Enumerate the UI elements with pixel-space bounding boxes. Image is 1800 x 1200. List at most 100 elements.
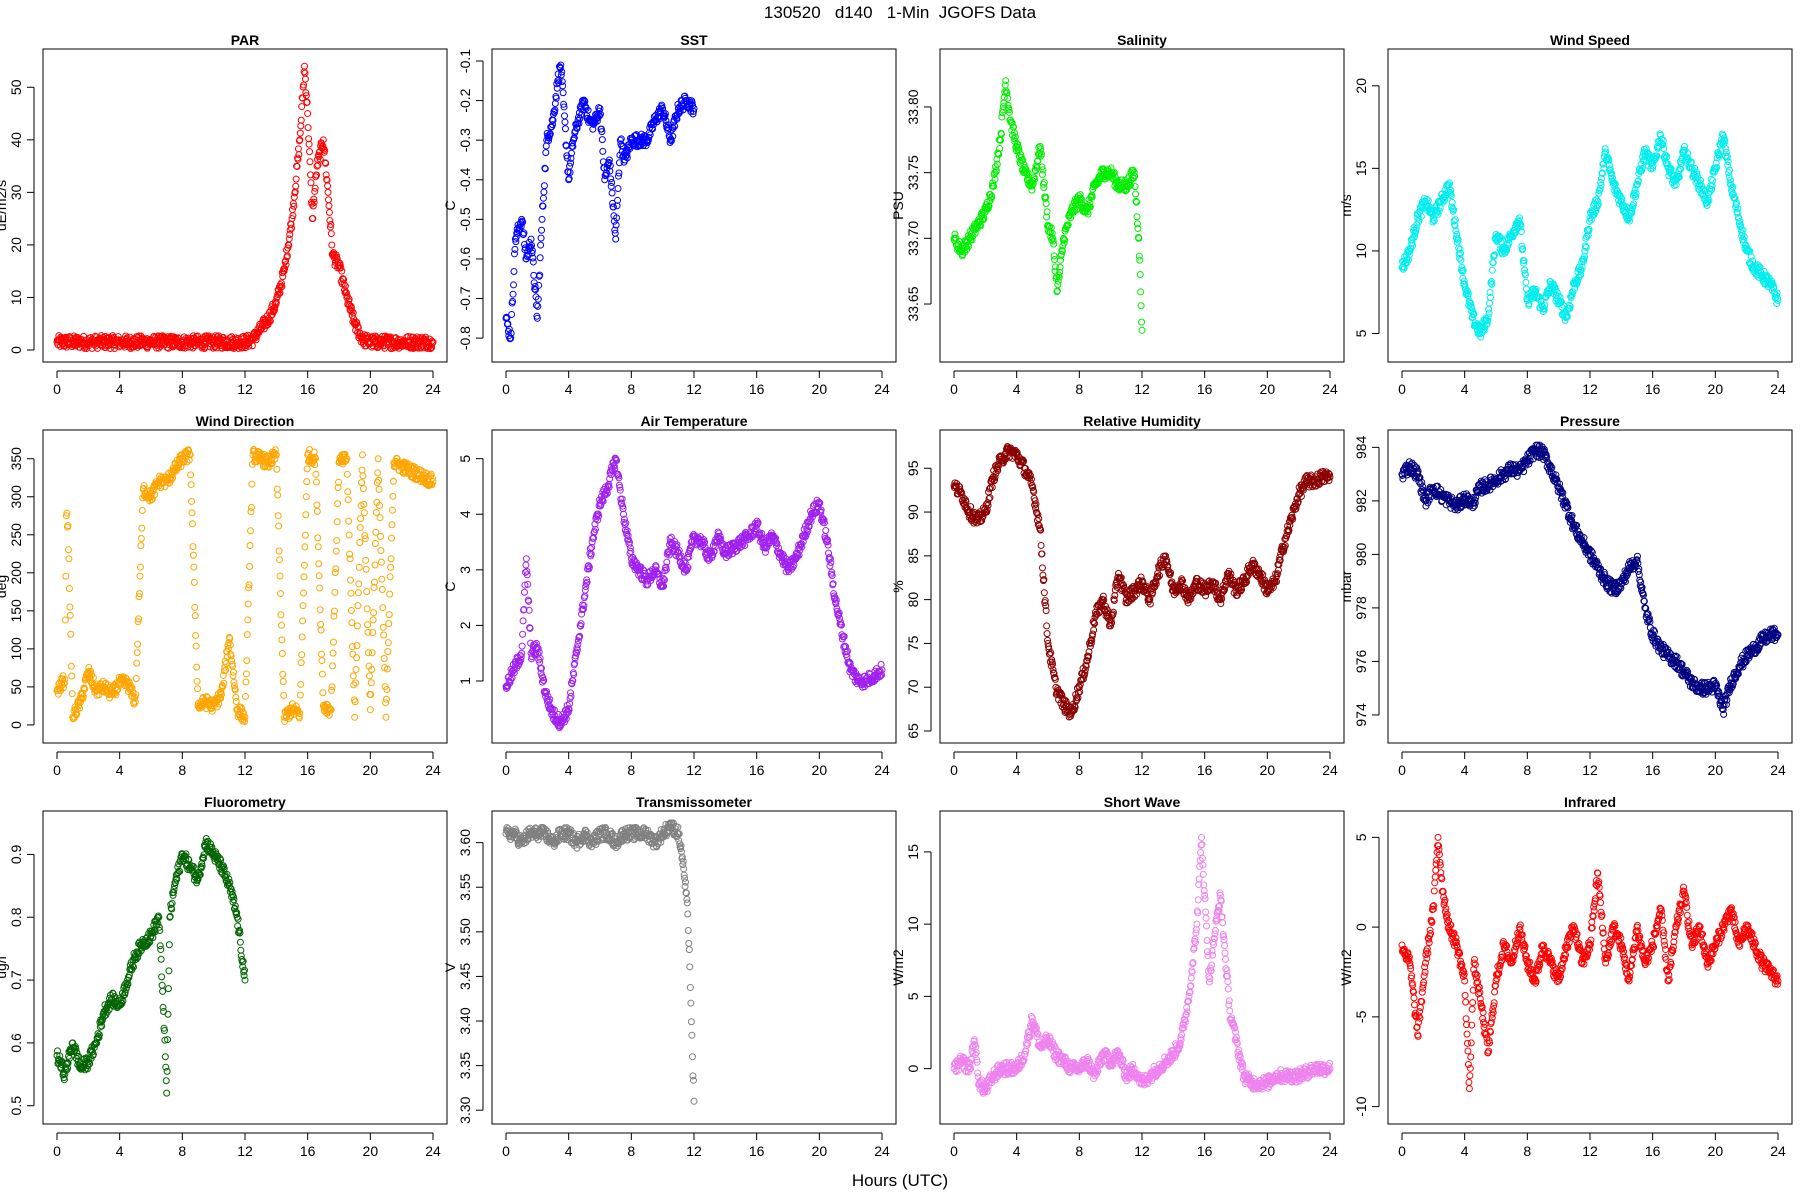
y-tick-label: -0.8 — [457, 326, 473, 350]
data-point — [344, 488, 352, 496]
y-tick-label: 1 — [457, 677, 473, 685]
data-point — [300, 573, 308, 581]
data-points — [950, 77, 1146, 334]
data-point — [347, 576, 355, 584]
data-point — [293, 163, 301, 171]
data-point — [528, 246, 536, 254]
y-tick-label: 70 — [905, 679, 921, 695]
data-point — [232, 697, 240, 705]
data-point — [348, 619, 356, 627]
data-point — [1035, 515, 1043, 523]
data-point — [595, 104, 603, 112]
data-point — [877, 660, 885, 668]
x-tick-label: 12 — [686, 762, 702, 778]
y-tick-label: 20 — [8, 237, 24, 253]
data-point — [646, 131, 654, 139]
data-point — [690, 105, 698, 113]
x-tick-label: 4 — [116, 381, 124, 397]
data-point — [355, 563, 363, 571]
figure-title: 130520 d140 1-Min JGOFS Data — [764, 3, 1037, 22]
data-point — [589, 125, 597, 133]
data-point — [362, 565, 370, 573]
data-point — [996, 145, 1004, 153]
data-point — [242, 678, 250, 686]
data-point — [310, 195, 318, 203]
data-point — [385, 619, 393, 627]
data-point — [263, 322, 271, 330]
data-point — [598, 136, 606, 144]
data-point — [354, 602, 362, 610]
x-tick-label: 24 — [1770, 381, 1786, 397]
data-point — [329, 638, 337, 646]
data-point — [327, 221, 335, 229]
data-point — [512, 238, 520, 246]
data-point — [344, 496, 352, 504]
x-tick-label: 8 — [178, 381, 186, 397]
x-axis: 0 4 8 12 16 20 24 — [950, 751, 1338, 778]
data-point — [551, 106, 559, 114]
data-point — [1137, 288, 1145, 296]
data-point — [248, 480, 256, 488]
data-point — [529, 258, 537, 266]
data-point — [561, 118, 569, 126]
data-point — [306, 158, 314, 166]
data-point — [274, 491, 282, 499]
data-point — [303, 465, 311, 473]
y-tick-label: 40 — [8, 132, 24, 148]
y-tick-label: 90 — [905, 504, 921, 520]
data-point — [275, 290, 283, 298]
data-point — [537, 234, 545, 242]
data-point — [194, 685, 202, 693]
data-point — [978, 209, 986, 217]
data-point — [509, 298, 517, 306]
data-point — [62, 572, 70, 580]
data-point — [388, 534, 396, 542]
data-point — [319, 136, 327, 144]
x-tick-label: 0 — [53, 762, 61, 778]
data-point — [673, 115, 681, 123]
data-point — [386, 590, 394, 598]
data-point — [576, 115, 584, 123]
data-point — [310, 198, 318, 206]
data-point — [318, 657, 326, 665]
data-point — [296, 691, 304, 699]
data-point — [367, 679, 375, 687]
data-point — [822, 527, 830, 535]
data-point — [278, 636, 286, 644]
panel-title: Wind Direction — [196, 413, 295, 429]
data-point — [67, 630, 75, 638]
data-point — [997, 130, 1005, 138]
data-point — [280, 691, 288, 699]
data-point — [378, 575, 386, 583]
data-point — [609, 203, 617, 211]
y-tick-label: -0.3 — [457, 128, 473, 152]
data-point — [520, 588, 528, 596]
data-point — [622, 153, 630, 161]
data-point — [299, 617, 307, 625]
data-point — [359, 451, 366, 459]
data-point — [558, 68, 566, 76]
x-tick-label: 4 — [1013, 762, 1021, 778]
y-tick-label: 80 — [905, 592, 921, 608]
x-tick-label: 8 — [178, 762, 186, 778]
data-point — [298, 103, 306, 111]
data-point — [302, 92, 310, 100]
data-point — [303, 478, 311, 486]
data-point — [985, 202, 993, 210]
data-point — [1138, 326, 1146, 334]
data-point — [288, 224, 296, 232]
data-point — [621, 156, 629, 164]
data-point — [301, 62, 309, 70]
data-point — [388, 521, 396, 529]
data-point — [295, 151, 303, 159]
data-point — [313, 162, 321, 170]
data-point — [522, 555, 530, 563]
data-point — [998, 113, 1006, 121]
data-point — [536, 254, 544, 262]
x-tick-label: 8 — [1523, 381, 1531, 397]
data-point — [297, 680, 305, 688]
data-point — [244, 616, 252, 624]
data-point — [598, 128, 606, 136]
data-point — [531, 282, 539, 290]
